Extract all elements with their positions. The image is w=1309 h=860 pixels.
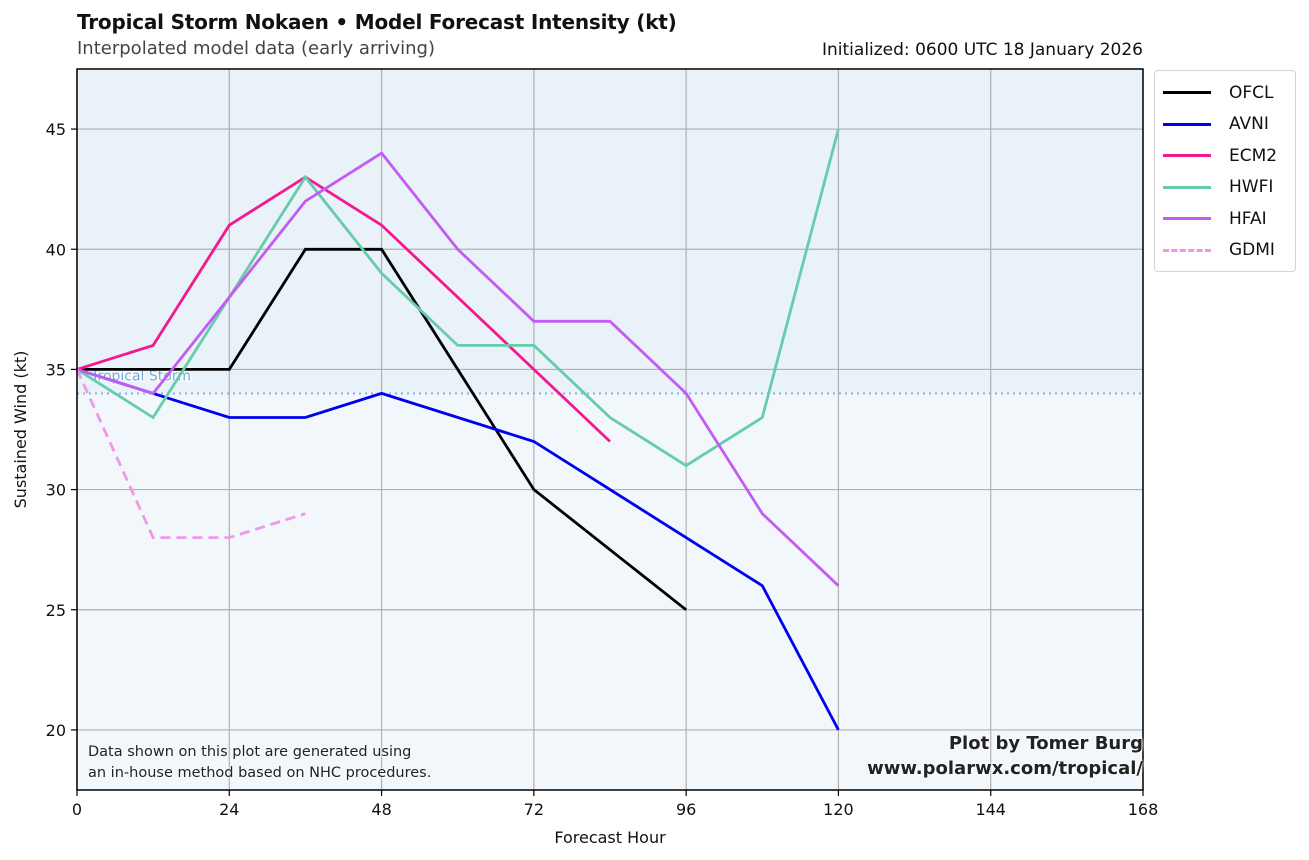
data-note-line-2: an in-house method based on NHC procedur… xyxy=(88,765,432,781)
series-line-hwfi xyxy=(76,128,840,468)
data-note-line-1: Data shown on this plot are generated us… xyxy=(88,744,412,760)
y-tick-label: 30 xyxy=(46,481,66,500)
series-line-ofcl xyxy=(77,247,687,611)
legend-label: OFCL xyxy=(1229,82,1274,103)
plot-frame xyxy=(76,68,1144,791)
legend-label: GDMI xyxy=(1229,240,1275,261)
legend-label: HFAI xyxy=(1229,208,1267,229)
x-tick-label: 0 xyxy=(72,800,82,819)
x-tick-label: 24 xyxy=(219,800,239,819)
legend-item-avni: AVNI xyxy=(1163,109,1295,141)
legend-item-hwfi: HWFI xyxy=(1163,172,1295,204)
y-tick-label: 20 xyxy=(46,721,66,740)
legend-item-ofcl: OFCL xyxy=(1163,77,1295,109)
legend-label: HWFI xyxy=(1229,177,1274,198)
series-line-hfai xyxy=(76,151,840,587)
credit: Plot by Tomer Burg www.polarwx.com/tropi… xyxy=(867,731,1143,781)
legend-swatch xyxy=(1163,154,1211,158)
background-above-threshold xyxy=(77,69,1143,394)
x-tick-label: 96 xyxy=(676,800,696,819)
legend-swatch xyxy=(1163,248,1211,252)
y-tick-label: 25 xyxy=(46,601,66,620)
y-tick-label: 40 xyxy=(46,240,66,259)
legend-swatch xyxy=(1163,217,1211,221)
credit-url[interactable]: www.polarwx.com/tropical/ xyxy=(867,758,1143,779)
chart-title: Tropical Storm Nokaen • Model Forecast I… xyxy=(77,10,677,34)
legend-swatch xyxy=(1163,91,1211,95)
x-tick-label: 168 xyxy=(1128,800,1159,819)
legend-swatch xyxy=(1163,122,1211,126)
legend-label: ECM2 xyxy=(1229,145,1278,166)
y-tick-label: 45 xyxy=(46,120,66,139)
x-tick-label: 72 xyxy=(524,800,544,819)
legend-item-ecm2: ECM2 xyxy=(1163,140,1295,172)
legend-swatch xyxy=(1163,185,1211,189)
credit-author: Plot by Tomer Burg xyxy=(948,733,1143,754)
series-line-ecm2 xyxy=(76,175,611,443)
background-below-threshold xyxy=(77,393,1143,790)
chart-subtitle: Interpolated model data (early arriving) xyxy=(77,38,435,59)
x-tick-label: 144 xyxy=(975,800,1006,819)
initialized-time: Initialized: 0600 UTC 18 January 2026 xyxy=(822,40,1143,60)
legend-item-gdmi: GDMI xyxy=(1163,235,1295,267)
legend-label: AVNI xyxy=(1229,114,1269,135)
data-note: Data shown on this plot are generated us… xyxy=(88,742,431,784)
x-tick-label: 120 xyxy=(823,800,854,819)
y-axis-label: Sustained Wind (kt) xyxy=(11,351,30,509)
legend-item-hfai: HFAI xyxy=(1163,203,1295,235)
x-tick-label: 48 xyxy=(371,800,391,819)
y-tick-label: 35 xyxy=(46,360,66,379)
legend: OFCL AVNI ECM2 HWFI HFAI GDMI xyxy=(1154,70,1296,272)
x-axis-label: Forecast Hour xyxy=(554,828,666,847)
